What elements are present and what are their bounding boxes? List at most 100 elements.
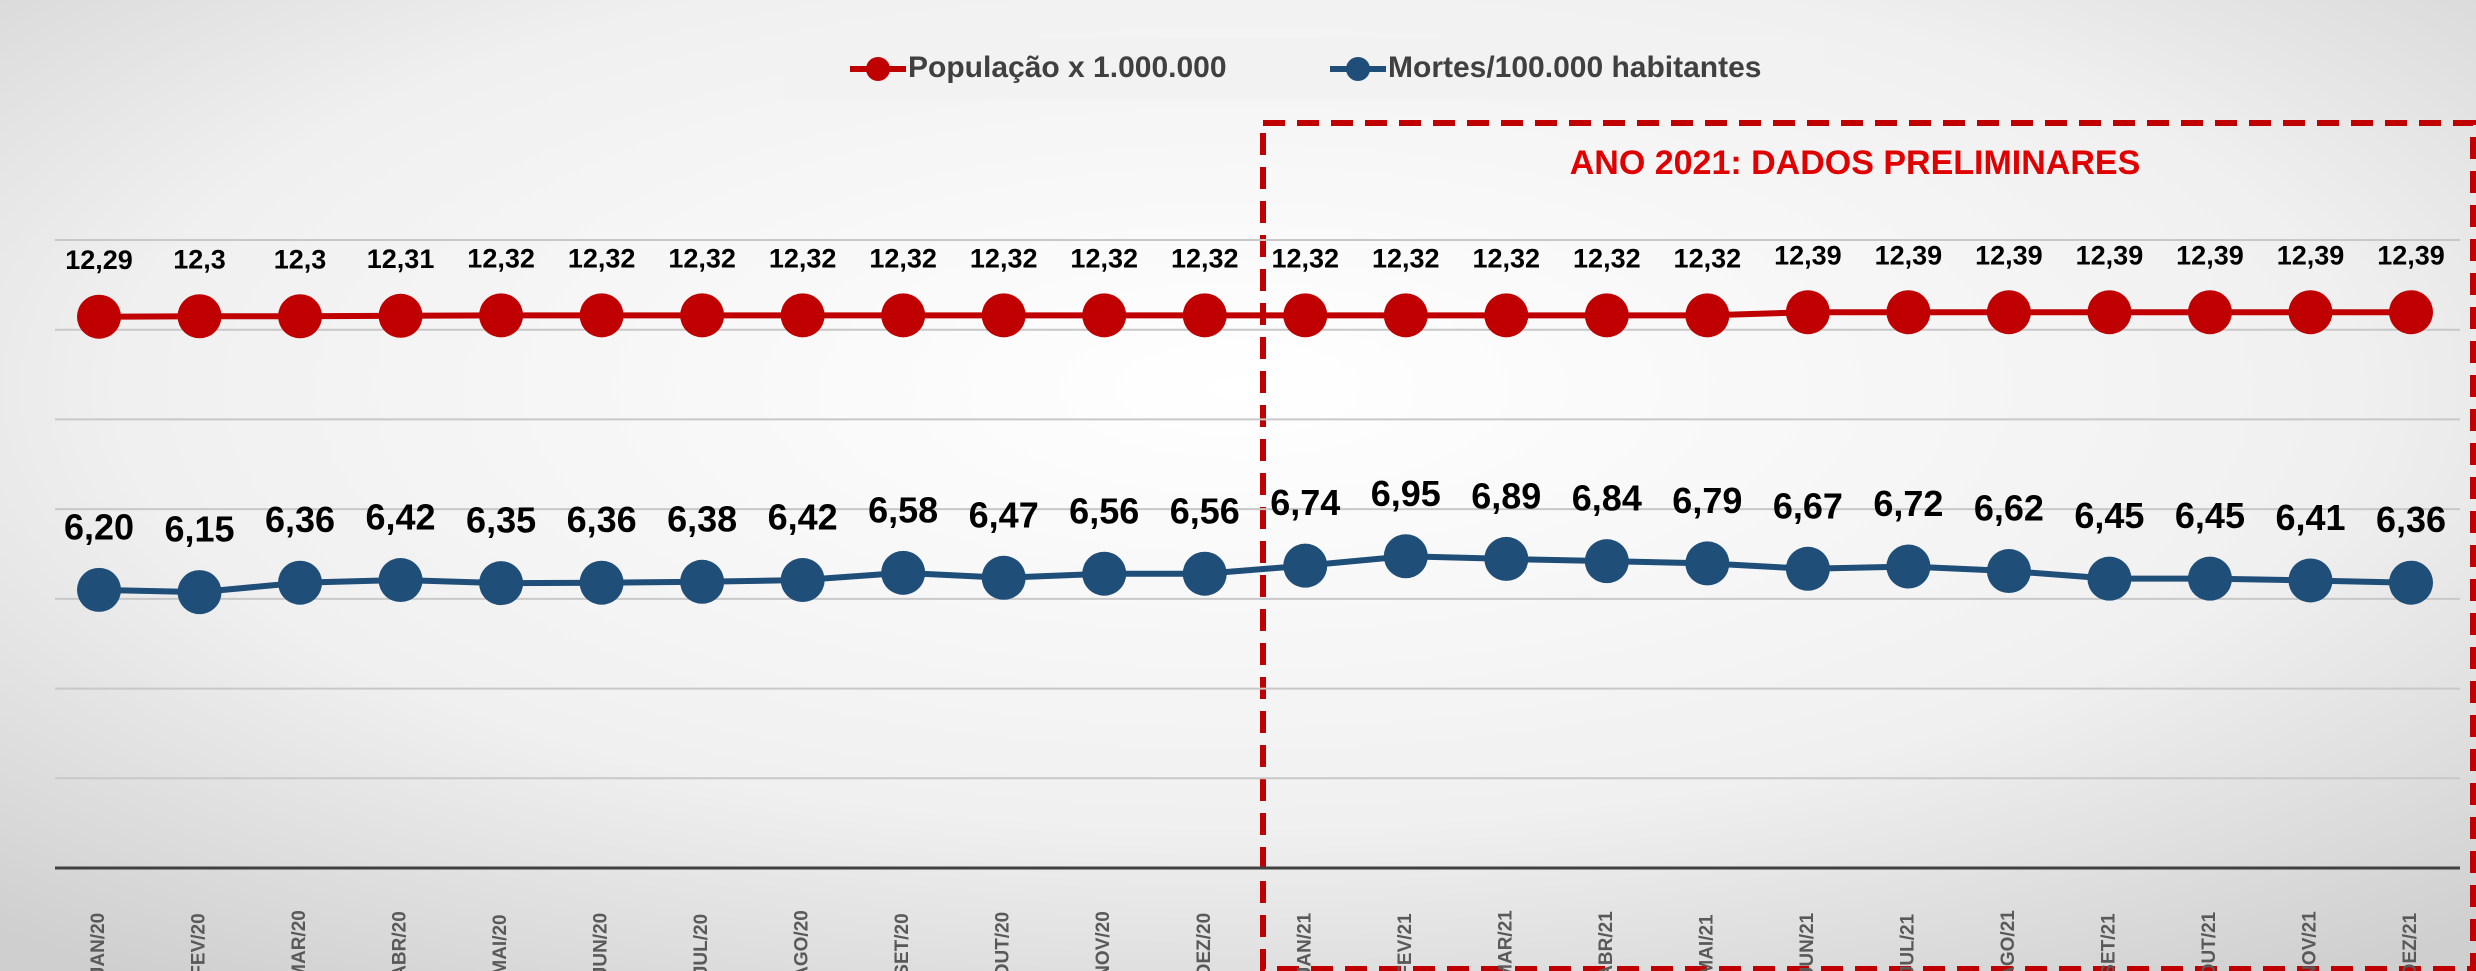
data-label: 12,32 <box>467 243 535 273</box>
data-label: 6,79 <box>1672 480 1742 521</box>
data-label: 12,3 <box>173 244 226 274</box>
marker <box>77 294 121 339</box>
x-tick-label: JUN/20 <box>591 913 612 971</box>
x-tick-label: NOV/21 <box>2299 911 2320 971</box>
data-label: 6,72 <box>1873 483 1943 524</box>
data-label: 6,38 <box>667 498 737 539</box>
data-label: 12,39 <box>2377 240 2445 270</box>
x-tick-label: FEV/21 <box>1395 913 1416 971</box>
preliminary-box <box>1260 120 2476 971</box>
marker <box>2087 290 2132 335</box>
x-tick-label: AGO/20 <box>792 910 813 971</box>
legend-box <box>785 38 1825 100</box>
marker <box>780 293 825 338</box>
marker <box>2187 556 2232 601</box>
x-tick-label: DEZ/20 <box>1194 913 1215 971</box>
data-label: 12,32 <box>970 243 1038 273</box>
legend-marker <box>866 57 890 81</box>
data-label: 12,32 <box>1573 243 1641 273</box>
data-label: 12,32 <box>769 243 837 273</box>
marker <box>2389 560 2433 605</box>
marker <box>77 567 121 612</box>
data-label: 12,39 <box>1774 240 1842 270</box>
x-tick-label: OUT/20 <box>993 912 1014 971</box>
marker <box>2187 290 2232 335</box>
data-label: 6,42 <box>366 497 436 538</box>
x-tick-label: SET/20 <box>892 913 913 971</box>
marker <box>177 570 222 615</box>
data-label: 12,39 <box>2176 240 2244 270</box>
marker <box>680 559 725 604</box>
annotation: ANO 2021: DADOS PRELIMINARES <box>1570 144 2141 182</box>
data-label: 12,29 <box>65 245 133 275</box>
data-label: 6,15 <box>164 509 234 550</box>
x-tick-label: AGO/21 <box>1998 910 2019 971</box>
data-label: 12,32 <box>1070 243 1138 273</box>
x-tick-label: JAN/20 <box>88 913 109 971</box>
marker <box>1182 293 1227 338</box>
x-tick-label: MAI/20 <box>490 914 511 971</box>
x-tick-label: MAI/21 <box>1696 914 1717 971</box>
marker <box>1785 290 1830 335</box>
data-label: 6,62 <box>1974 488 2044 529</box>
marker <box>2288 290 2333 335</box>
marker <box>1886 290 1931 335</box>
x-tick-label: JUL/21 <box>1897 913 1918 971</box>
x-tick-label: SET/21 <box>2098 913 2119 971</box>
data-label: 6,58 <box>868 489 938 530</box>
marker <box>579 293 624 338</box>
marker <box>177 294 222 339</box>
marker <box>1182 551 1227 596</box>
marker <box>1986 549 2031 594</box>
marker <box>1685 293 1730 338</box>
data-label: 6,56 <box>1069 490 1139 531</box>
x-tick-label: JUN/21 <box>1797 912 1818 971</box>
data-label: 12,32 <box>568 243 636 273</box>
data-label: 12,39 <box>2277 240 2345 270</box>
data-label: 6,89 <box>1471 475 1541 516</box>
x-tick-label: MAR/20 <box>289 910 310 971</box>
marker <box>378 293 423 338</box>
data-label: 6,74 <box>1270 482 1340 523</box>
x-tick-label: NOV/20 <box>1093 911 1114 971</box>
marker <box>881 550 926 595</box>
data-label: 6,35 <box>466 500 536 541</box>
data-label: 6,41 <box>2275 497 2345 538</box>
marker <box>278 560 323 605</box>
marker <box>981 293 1026 338</box>
marker <box>1383 534 1428 579</box>
marker <box>1584 539 1629 584</box>
marker <box>378 558 423 603</box>
marker <box>479 561 524 606</box>
data-label: 12,32 <box>1171 243 1239 273</box>
legend-label: População x 1.000.000 <box>908 51 1227 84</box>
marker <box>1283 293 1328 338</box>
x-tick-label: ABR/20 <box>390 911 411 971</box>
marker <box>881 293 926 338</box>
data-label: 12,3 <box>274 244 327 274</box>
data-label: 12,32 <box>1473 243 1541 273</box>
data-label: 12,39 <box>1975 240 2043 270</box>
data-label: 6,67 <box>1773 485 1843 526</box>
marker <box>1986 290 2031 335</box>
legend-label: Mortes/100.000 habitantes <box>1388 51 1762 84</box>
data-label: 6,36 <box>265 499 335 540</box>
marker <box>780 558 825 603</box>
data-label: 6,36 <box>567 499 637 540</box>
x-tick-label: MAR/21 <box>1495 910 1516 971</box>
data-label: 12,32 <box>668 243 736 273</box>
data-label: 6,42 <box>768 497 838 538</box>
marker <box>1785 546 1830 591</box>
marker <box>479 293 524 338</box>
marker <box>1484 536 1529 581</box>
marker <box>1383 293 1428 338</box>
marker <box>1283 543 1328 588</box>
marker <box>1484 293 1529 338</box>
x-tick-label: OUT/21 <box>2199 911 2220 971</box>
data-label: 12,39 <box>1875 240 1943 270</box>
marker <box>278 294 323 339</box>
marker <box>1685 541 1730 586</box>
marker <box>1886 544 1931 589</box>
